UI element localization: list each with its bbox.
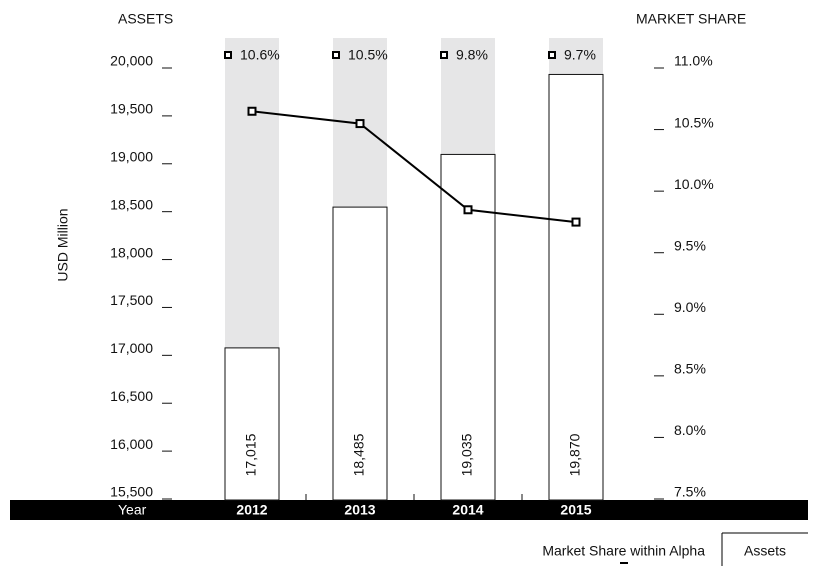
bar-value-label: 19,035	[459, 433, 475, 476]
label-marker	[224, 51, 232, 59]
y2-tick-label: 8.0%	[674, 422, 706, 438]
bar	[332, 206, 388, 501]
bar-value-label: 19,870	[567, 433, 583, 476]
y-tick-label: 15,500	[110, 484, 153, 500]
line-value-label: 10.5%	[348, 47, 388, 63]
y-axis-title: ASSETS	[118, 11, 173, 27]
y-tick-label: 17,000	[110, 340, 153, 356]
y-tick-label: 16,000	[110, 436, 153, 452]
x-tick-label: 2012	[236, 502, 267, 518]
x-tick-label: 2014	[452, 502, 483, 518]
y-axis-label: USD Million	[55, 208, 71, 281]
y-tick-label: 18,000	[110, 244, 153, 260]
label-marker	[440, 51, 448, 59]
bar	[548, 73, 604, 501]
bar	[224, 347, 280, 501]
y-tick-label: 17,500	[110, 292, 153, 308]
y2-tick-label: 8.5%	[674, 361, 706, 377]
label-marker	[548, 51, 556, 59]
label-marker	[332, 51, 340, 59]
y2-tick-label: 7.5%	[674, 484, 706, 500]
y2-tick-label: 11.0%	[674, 53, 713, 69]
y-tick-label: 16,500	[110, 388, 153, 404]
line-marker	[355, 119, 365, 129]
x-tick-label: 2015	[560, 502, 591, 518]
y2-tick-label: 9.0%	[674, 299, 706, 315]
y2-tick-label: 10.0%	[674, 176, 714, 192]
line-marker	[247, 106, 257, 116]
x-axis-label: Year	[118, 502, 147, 518]
y-tick-label: 20,000	[110, 53, 153, 69]
line-marker	[571, 217, 581, 227]
y2-tick-label: 10.5%	[674, 114, 714, 130]
bar-value-label: 18,485	[351, 433, 367, 476]
line-value-label: 10.6%	[240, 47, 280, 63]
y-tick-label: 19,000	[110, 148, 153, 164]
y-tick-label: 19,500	[110, 101, 153, 117]
line	[251, 110, 577, 224]
line-value-label: 9.7%	[564, 47, 596, 63]
y2-axis-title: MARKET SHARE	[636, 11, 746, 27]
x-tick-label: 2013	[344, 502, 375, 518]
x-axis-band	[10, 500, 808, 520]
y-tick-label: 18,500	[110, 196, 153, 212]
bar-value-label: 17,015	[243, 433, 259, 476]
y2-tick-label: 9.5%	[674, 237, 706, 253]
line-marker	[463, 205, 473, 215]
legend-label: Assets	[744, 543, 786, 559]
legend-label: Market Share within Alpha	[542, 543, 705, 559]
line-value-label: 9.8%	[456, 47, 488, 63]
